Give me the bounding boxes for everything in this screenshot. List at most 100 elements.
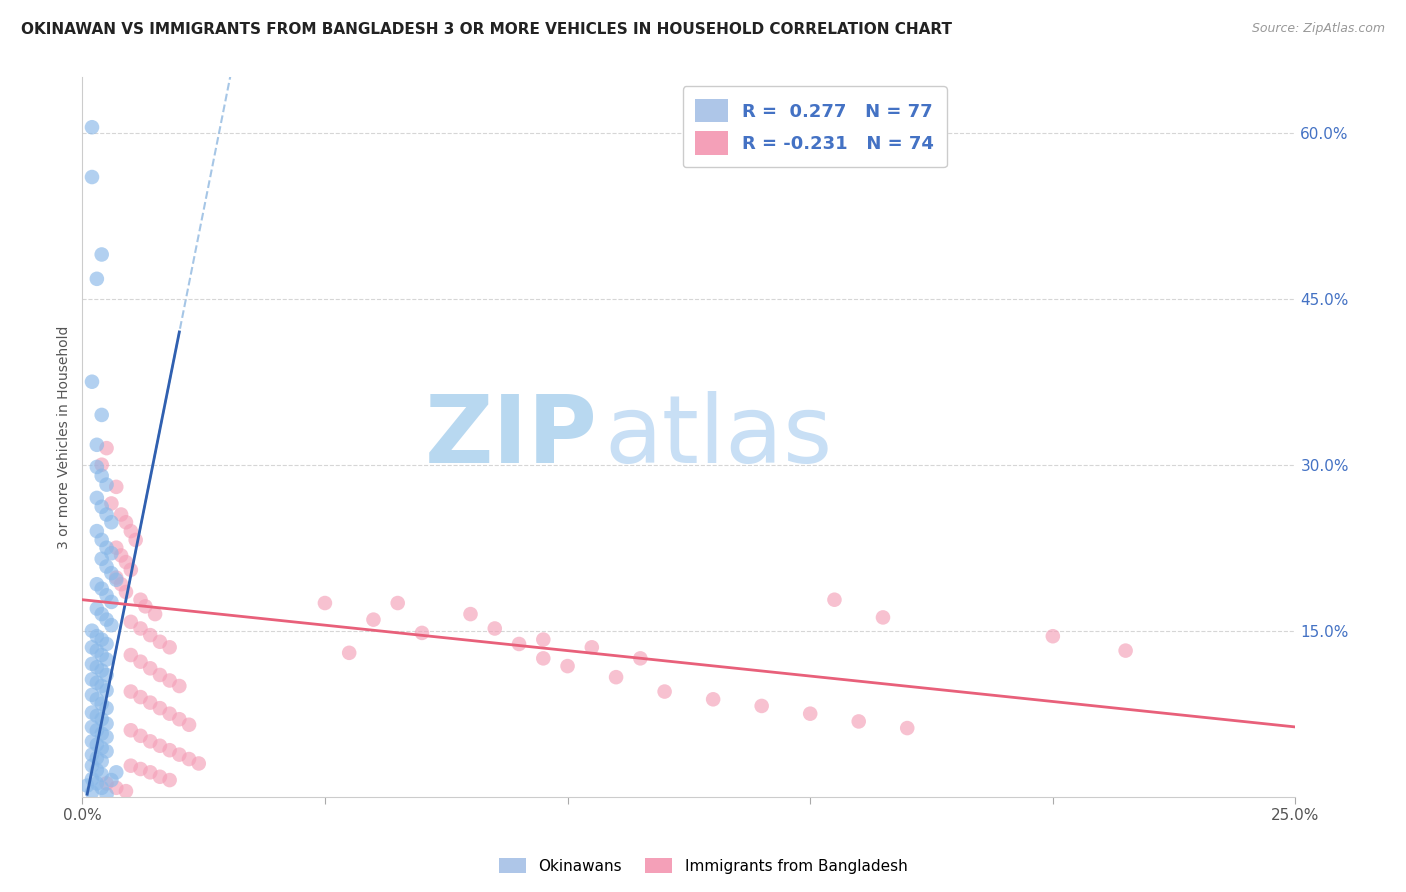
Point — [86, 491, 108, 505]
Point — [80, 657, 103, 671]
Point — [187, 756, 209, 771]
Point — [129, 729, 152, 743]
Point — [96, 588, 118, 602]
Point — [115, 784, 138, 798]
Point — [90, 582, 112, 596]
Point — [100, 773, 122, 788]
Point — [86, 601, 108, 615]
Point — [86, 675, 108, 690]
Point — [411, 626, 433, 640]
Point — [169, 712, 191, 726]
Point — [96, 559, 118, 574]
Point — [1042, 629, 1064, 643]
Point — [96, 683, 118, 698]
Point — [96, 730, 118, 744]
Point — [90, 697, 112, 711]
Point — [115, 515, 138, 529]
Point — [105, 541, 128, 555]
Point — [531, 632, 554, 647]
Point — [80, 785, 103, 799]
Point — [96, 788, 118, 802]
Point — [1115, 643, 1137, 657]
Point — [120, 758, 142, 772]
Point — [143, 607, 166, 621]
Point — [105, 780, 128, 795]
Point — [96, 701, 118, 715]
Point — [129, 762, 152, 776]
Point — [872, 610, 894, 624]
Point — [110, 577, 132, 591]
Point — [110, 508, 132, 522]
Point — [86, 751, 108, 765]
Point — [159, 640, 181, 655]
Point — [169, 679, 191, 693]
Point — [90, 533, 112, 547]
Point — [96, 613, 118, 627]
Point — [80, 688, 103, 702]
Point — [86, 438, 108, 452]
Point — [80, 734, 103, 748]
Point — [149, 739, 172, 753]
Point — [96, 637, 118, 651]
Point — [96, 744, 118, 758]
Point — [129, 592, 152, 607]
Point — [86, 459, 108, 474]
Point — [115, 555, 138, 569]
Point — [124, 533, 146, 547]
Point — [139, 628, 162, 642]
Point — [80, 640, 103, 655]
Point — [105, 573, 128, 587]
Point — [159, 673, 181, 688]
Point — [105, 765, 128, 780]
Point — [90, 607, 112, 621]
Point — [129, 655, 152, 669]
Point — [96, 716, 118, 731]
Point — [531, 651, 554, 665]
Point — [177, 718, 200, 732]
Point — [100, 566, 122, 581]
Point — [86, 776, 108, 790]
Point — [105, 480, 128, 494]
Point — [90, 767, 112, 781]
Point — [896, 721, 918, 735]
Point — [105, 571, 128, 585]
Point — [90, 754, 112, 768]
Text: atlas: atlas — [605, 391, 832, 483]
Point — [557, 659, 579, 673]
Point — [848, 714, 870, 729]
Point — [90, 726, 112, 740]
Point — [169, 747, 191, 762]
Point — [86, 738, 108, 752]
Point — [90, 648, 112, 662]
Point — [86, 629, 108, 643]
Point — [120, 615, 142, 629]
Point — [159, 743, 181, 757]
Point — [129, 622, 152, 636]
Text: ZIP: ZIP — [425, 391, 598, 483]
Point — [90, 551, 112, 566]
Point — [100, 546, 122, 560]
Point — [86, 723, 108, 738]
Point — [90, 458, 112, 472]
Point — [76, 779, 98, 793]
Point — [100, 515, 122, 529]
Point — [115, 585, 138, 599]
Point — [90, 247, 112, 261]
Point — [86, 524, 108, 538]
Point — [149, 634, 172, 648]
Point — [86, 709, 108, 723]
Point — [139, 696, 162, 710]
Point — [120, 563, 142, 577]
Point — [96, 652, 118, 666]
Point — [80, 375, 103, 389]
Point — [605, 670, 627, 684]
Point — [159, 706, 181, 721]
Point — [337, 646, 360, 660]
Point — [120, 524, 142, 538]
Point — [363, 613, 385, 627]
Point — [86, 643, 108, 657]
Point — [149, 770, 172, 784]
Text: Source: ZipAtlas.com: Source: ZipAtlas.com — [1251, 22, 1385, 36]
Point — [100, 496, 122, 510]
Point — [80, 120, 103, 135]
